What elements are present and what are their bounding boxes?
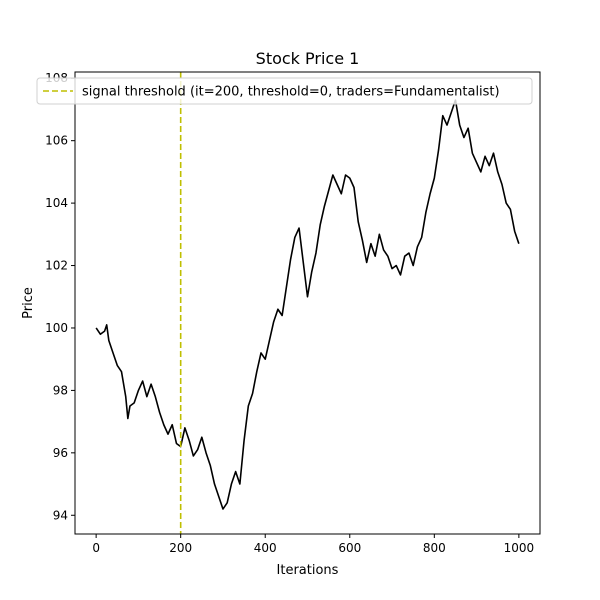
y-tick-label: 102 [45,259,68,273]
y-tick-label: 106 [45,134,68,148]
y-tick-label: 100 [45,321,68,335]
x-axis-label: Iterations [277,563,339,578]
y-tick-label: 98 [53,383,68,397]
y-tick-label: 94 [53,508,68,522]
x-tick-label: 200 [169,541,192,555]
y-tick-label: 104 [45,196,68,210]
x-tick-label: 600 [338,541,361,555]
x-tick-label: 0 [92,541,100,555]
y-axis-label: Price [21,287,36,319]
series-layer [95,72,520,534]
y-tick-label: 96 [53,446,68,460]
x-tick-label: 1000 [504,541,535,555]
price-line [95,99,520,510]
plot-marks [95,72,520,534]
legend-box [36,77,533,105]
x-tick-label: 800 [423,541,446,555]
legend: signal threshold (it=200, threshold=0, t… [36,77,533,105]
legend-entry-signal-threshold: signal threshold (it=200, threshold=0, t… [82,85,500,100]
x-tick-label: 400 [254,541,277,555]
plot-area-frame [74,71,541,535]
chart-title: Stock Price 1 [256,49,360,68]
